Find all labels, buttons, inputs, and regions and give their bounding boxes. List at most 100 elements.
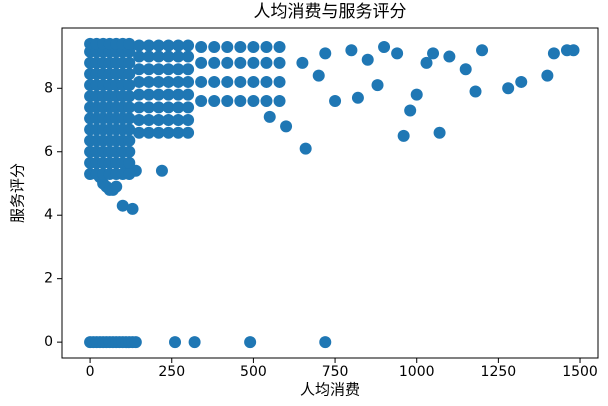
point [427,47,440,60]
point [162,75,175,88]
point [152,75,165,88]
point [123,156,136,169]
point [182,88,195,101]
point [404,104,417,117]
point [133,114,146,127]
point [433,126,446,139]
point [247,56,260,69]
point [123,112,136,125]
point [515,75,528,88]
point [280,120,293,133]
point [152,63,165,76]
point [476,44,489,57]
point [116,199,129,212]
point [329,94,342,107]
point [142,39,155,52]
point [133,75,146,88]
point [182,50,195,63]
point [221,41,234,54]
point [221,56,234,69]
point [172,75,185,88]
point [188,336,201,349]
point [502,82,515,95]
point [152,88,165,101]
point [162,39,175,52]
point [260,41,273,54]
point [152,39,165,52]
point [195,56,208,69]
point [142,75,155,88]
point [129,336,142,349]
point [162,63,175,76]
point [182,101,195,114]
y-axis-label: 服务评分 [9,163,27,223]
point [182,39,195,52]
point [182,114,195,127]
point [162,101,175,114]
point [397,129,410,142]
point [133,101,146,114]
point [195,75,208,88]
point [133,50,146,63]
point [208,75,221,88]
point [195,41,208,54]
point [172,63,185,76]
point [152,126,165,139]
point [459,63,472,76]
point [142,114,155,127]
point [123,56,136,69]
point [299,142,312,155]
plot-frame [61,27,599,359]
point [273,94,286,107]
point [162,126,175,139]
point [420,56,433,69]
point [162,50,175,63]
point [221,94,234,107]
point [247,75,260,88]
point [123,101,136,114]
point [123,167,136,180]
y-tick-label: 0 [44,334,53,350]
point [247,94,260,107]
point [541,69,554,82]
point [152,101,165,114]
point [172,101,185,114]
point [260,75,273,88]
point [391,47,404,60]
point [443,50,456,63]
point [345,44,358,57]
point [319,336,332,349]
y-tick-label: 2 [44,271,53,287]
point [152,50,165,63]
point [123,123,136,136]
point [126,202,139,215]
point [351,91,364,104]
point [378,41,391,54]
point [133,39,146,52]
point [234,75,247,88]
point [123,68,136,81]
point [221,75,234,88]
point [567,44,580,57]
point [234,41,247,54]
x-tick-label: 1000 [399,364,435,380]
point [123,37,136,50]
point [172,88,185,101]
x-tick-label: 250 [158,364,185,380]
point [208,56,221,69]
point [312,69,325,82]
point [182,126,195,139]
point [195,94,208,107]
point [410,88,423,101]
point [260,94,273,107]
point [133,126,146,139]
point [273,56,286,69]
point [547,47,560,60]
x-tick-label: 1500 [562,364,598,380]
y-tick-label: 8 [44,80,53,96]
point [319,47,332,60]
chart-title: 人均消费与服务评分 [254,2,407,22]
point [172,126,185,139]
point [123,134,136,147]
